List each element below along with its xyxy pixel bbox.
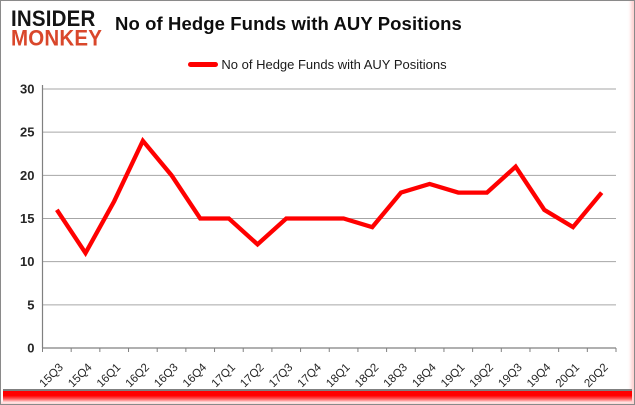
- x-tick-label: 19Q1: [439, 362, 467, 390]
- series-line: [55, 136, 604, 258]
- chart-title: No of Hedge Funds with AUY Positions: [115, 13, 462, 34]
- y-tick-label: 5: [27, 297, 34, 312]
- logo-line-monkey: MONKEY: [11, 26, 103, 52]
- x-tick-label: 18Q3: [382, 362, 410, 390]
- x-tick-label: 17Q2: [238, 362, 266, 390]
- x-tick-label: 18Q4: [410, 361, 439, 390]
- x-tick-label: 16Q4: [181, 361, 210, 390]
- y-tick-label: 10: [20, 254, 34, 269]
- y-tick-label: 25: [20, 125, 34, 140]
- legend: No of Hedge Funds with AUY Positions: [1, 57, 634, 72]
- x-tick-label: 18Q1: [324, 362, 352, 390]
- x-tick-label: 16Q2: [124, 362, 152, 390]
- insider-monkey-logo: INSIDER MONKEY: [11, 6, 103, 52]
- y-tick-label: 0: [27, 341, 34, 356]
- x-tick-label: 19Q3: [496, 362, 524, 390]
- x-tick-label: 15Q3: [38, 362, 66, 390]
- x-tick-label: 19Q4: [525, 361, 554, 390]
- x-tick-label: 19Q2: [468, 362, 496, 390]
- legend-line-swatch: [188, 62, 219, 67]
- y-tick-label: 20: [20, 168, 34, 183]
- y-tick-label: 15: [20, 211, 34, 226]
- x-tick-label: 17Q4: [296, 361, 325, 390]
- x-tick-label: 17Q3: [267, 362, 295, 390]
- legend-label: No of Hedge Funds with AUY Positions: [221, 57, 447, 72]
- x-tick-label: 20Q2: [582, 362, 610, 390]
- x-tick-label: 20Q1: [554, 362, 582, 390]
- line-chart-canvas: 0 5 10 15 20 25 30 15Q3 15Q4 16Q1 16Q2 16Q3 16Q4 17Q1…: [20, 82, 617, 390]
- logo-line-insider: INSIDER: [11, 6, 96, 32]
- y-tick-label: 30: [20, 82, 34, 97]
- x-tick-label: 18Q2: [353, 362, 381, 390]
- x-tick-label: 17Q1: [210, 362, 238, 390]
- x-tick-label: 16Q1: [95, 362, 123, 390]
- x-tick-label: 16Q3: [152, 362, 180, 390]
- brand-bar: [3, 389, 632, 402]
- x-tick-label: 15Q4: [66, 361, 95, 390]
